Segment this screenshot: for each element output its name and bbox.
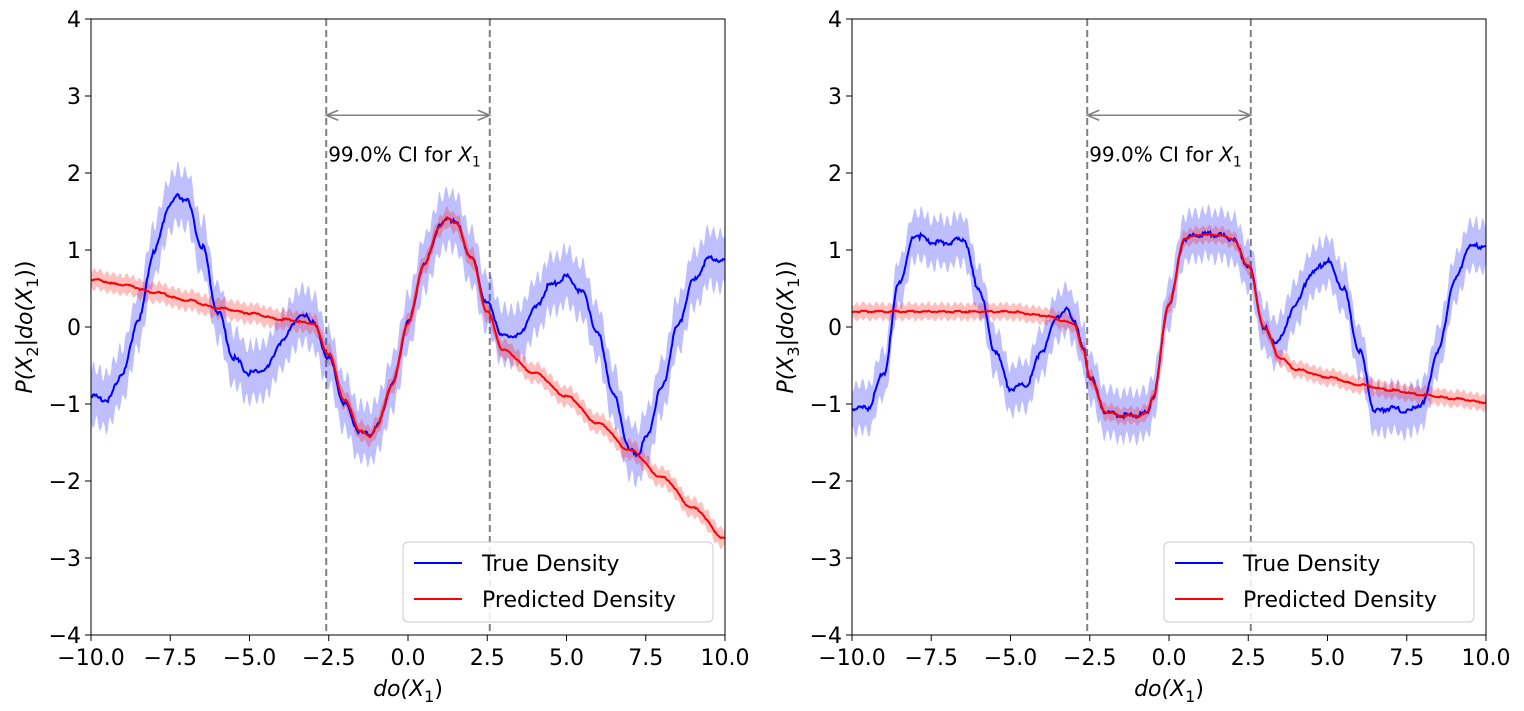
legend-label-pred: Predicted Density [482, 588, 676, 613]
x-tick-label: −2.5 [302, 646, 355, 671]
y-tick-label: −2 [49, 470, 81, 495]
x-tick-label: −7.5 [144, 646, 197, 671]
y-tick-label: −3 [49, 547, 81, 572]
x-axis-label: do(X1) [1134, 677, 1204, 706]
x-axis-label: do(X1) [373, 677, 443, 706]
y-tick-label: −1 [810, 393, 842, 418]
legend-label-true: True Density [481, 552, 619, 577]
predicted-density-band [852, 224, 1486, 426]
x-tick-label: 5.0 [1310, 646, 1345, 671]
legend-label-pred: Predicted Density [1243, 588, 1437, 613]
y-tick-label: 0 [828, 316, 842, 341]
left-chart: 99.0% CI for X1 −10.0 −7.5 −5.0 −2.5 0.0 2.5 5… [13, 8, 749, 706]
y-tick-label: −2 [810, 470, 842, 495]
x-tick-label: 0.0 [391, 646, 426, 671]
legend-box [1163, 541, 1475, 623]
x-tick-label: −7.5 [905, 646, 958, 671]
ci-arrow-head-left [324, 109, 339, 121]
y-axis-label: P(X3|do(X1)) [774, 261, 803, 394]
y-axis-ticks: −4 −3 −2 −1 0 1 2 3 4 [49, 8, 91, 649]
x-tick-label: 7.5 [1389, 646, 1424, 671]
x-tick-label: −2.5 [1063, 646, 1116, 671]
legend: True Density Predicted Density [1163, 541, 1475, 623]
legend-label-true: True Density [1242, 552, 1380, 577]
x-tick-label: 2.5 [470, 646, 505, 671]
y-tick-label: 3 [828, 85, 842, 110]
y-tick-label: −3 [810, 547, 842, 572]
x-tick-label: 2.5 [1231, 646, 1266, 671]
predicted-density-line [91, 216, 725, 540]
legend-box [402, 541, 714, 623]
x-axis-ticks: −10.0 −7.5 −5.0 −2.5 0.0 2.5 5.0 7.5 10.0 [57, 635, 749, 671]
x-tick-label: 5.0 [549, 646, 584, 671]
y-tick-label: 1 [67, 239, 81, 264]
y-axis-ticks: −4 −3 −2 −1 0 1 2 3 4 [810, 8, 852, 649]
ci-label: 99.0% CI for X1 [328, 142, 481, 170]
y-tick-label: 4 [828, 8, 842, 33]
y-tick-label: 1 [828, 239, 842, 264]
y-tick-label: −4 [810, 624, 842, 649]
legend: True Density Predicted Density [402, 541, 714, 623]
y-tick-label: 0 [67, 316, 81, 341]
x-tick-label: −5.0 [984, 646, 1037, 671]
x-tick-label: 10.0 [1462, 646, 1511, 671]
x-axis-ticks: −10.0 −7.5 −5.0 −2.5 0.0 2.5 5.0 7.5 10.0 [818, 635, 1510, 671]
ci-label: 99.0% CI for X1 [1089, 142, 1242, 170]
y-tick-label: −1 [49, 393, 81, 418]
x-tick-label: −10.0 [57, 646, 124, 671]
y-tick-label: 2 [828, 162, 842, 187]
right-chart: 99.0% CI for X1 −10.0 −7.5 −5.0 −2.5 0.0 2.5 5… [774, 8, 1510, 706]
ci-markers: 99.0% CI for X1 [1085, 19, 1253, 635]
ci-arrow-head-right [1238, 109, 1253, 121]
y-axis-label: P(X2|do(X1)) [13, 261, 42, 394]
x-tick-label: 7.5 [628, 646, 663, 671]
x-tick-label: 0.0 [1152, 646, 1187, 671]
y-tick-label: 3 [67, 85, 81, 110]
x-tick-label: −10.0 [818, 646, 885, 671]
y-tick-label: 4 [67, 8, 81, 33]
ci-arrow-head-right [477, 109, 492, 121]
predicted-density-band [91, 206, 725, 550]
ci-markers: 99.0% CI for X1 [324, 19, 492, 635]
y-tick-label: −4 [49, 624, 81, 649]
predicted-density-line [852, 232, 1486, 418]
true-density-line [91, 192, 725, 458]
ci-arrow-head-left [1085, 109, 1100, 121]
x-tick-label: −5.0 [223, 646, 276, 671]
true-density-band [852, 203, 1486, 447]
x-tick-label: 10.0 [701, 646, 750, 671]
y-tick-label: 2 [67, 162, 81, 187]
